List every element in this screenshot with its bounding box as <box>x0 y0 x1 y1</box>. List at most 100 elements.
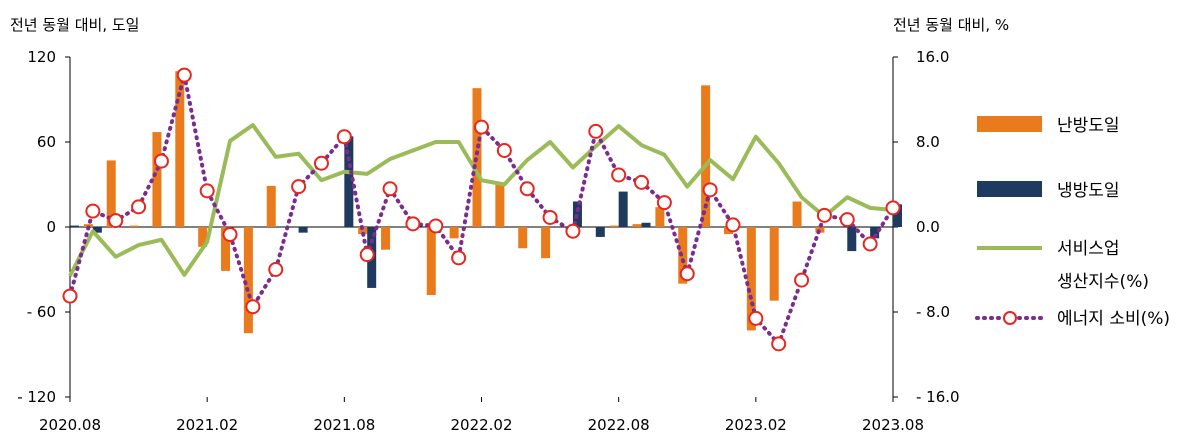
energy-point <box>771 336 787 352</box>
energy-point <box>222 226 238 242</box>
bar-cooling <box>870 227 880 239</box>
bar-cooling <box>641 222 651 227</box>
energy-point <box>313 155 329 171</box>
bar-heating <box>426 227 436 295</box>
line-markers <box>62 67 901 352</box>
bar-heating <box>175 71 185 228</box>
bar-cooling <box>70 225 79 227</box>
energy-point <box>382 181 398 197</box>
legend-label-cooling: 냉방도일 <box>1057 181 1120 201</box>
energy-point <box>816 207 832 223</box>
bar-cooling <box>92 227 102 233</box>
bar-heating <box>495 184 505 227</box>
bar-cooling <box>847 227 857 252</box>
bar-cooling <box>618 191 628 227</box>
legend-label-energy: 에너지 소비(%) <box>1057 309 1170 329</box>
energy-point <box>588 123 604 139</box>
energy-point <box>268 262 284 277</box>
bar-heating <box>769 227 779 301</box>
energy-point <box>62 288 78 304</box>
energy-point <box>153 153 169 169</box>
x-tick-label: 2022.02 <box>450 416 512 434</box>
y-right-tick-label: 0.0 <box>916 218 940 236</box>
bar-cooling <box>595 227 605 237</box>
bar-heating <box>106 160 116 227</box>
bar-heating <box>701 85 711 227</box>
energy-point <box>565 223 581 239</box>
energy-point <box>85 203 101 219</box>
bar-heating <box>609 225 619 227</box>
energy-point <box>496 143 512 158</box>
bar-heating <box>746 227 756 331</box>
bar-heating <box>655 207 665 227</box>
energy-point <box>131 199 147 215</box>
y-right-tick-label: 8.0 <box>916 133 940 151</box>
axes: 120 60 0 - 60 - 120 16.0 8.0 0.0 - 8.0 - 16.0 2020… <box>17 48 959 434</box>
x-tick-label: 2022.08 <box>588 416 650 434</box>
bar-heating <box>449 227 459 239</box>
bar-heating <box>518 227 528 249</box>
x-tick-label: 2023.02 <box>725 416 787 434</box>
energy-point <box>702 182 718 198</box>
energy-point <box>108 213 124 229</box>
y-right-axis-title: 전년 동월 대비, % <box>893 16 1009 34</box>
bar-heating <box>152 132 162 227</box>
legend-label-heating: 난방도일 <box>1057 116 1120 136</box>
legend-swatch-cooling <box>977 181 1042 197</box>
energy-point <box>336 129 352 145</box>
x-tick-label: 2021.08 <box>313 416 375 434</box>
energy-point <box>519 181 535 197</box>
bar-heating <box>198 227 208 247</box>
energy-point <box>862 236 878 252</box>
bar-cooling <box>344 136 354 227</box>
bar-heating <box>243 227 253 334</box>
y-right-tick-label: - 16.0 <box>916 388 960 406</box>
bar-cooling <box>298 227 308 233</box>
energy-point <box>199 183 215 199</box>
energy-point <box>474 119 489 135</box>
bar-heating <box>358 227 368 235</box>
legend-label-service: 서비스업 생산지수(%) <box>1057 239 1149 292</box>
energy-point <box>176 67 192 83</box>
legend-swatch-heating <box>977 116 1042 132</box>
energy-point <box>291 179 307 195</box>
service-production-line <box>68 123 894 277</box>
energy-point <box>656 195 672 211</box>
bar-cooling <box>893 204 902 227</box>
energy-point <box>885 200 901 216</box>
y-left-tick-label: 120 <box>27 48 56 66</box>
bar-heating <box>266 185 276 227</box>
energy-point <box>245 299 261 315</box>
energy-point <box>794 272 810 288</box>
bar-heating <box>472 88 482 228</box>
energy-point <box>405 216 421 232</box>
y-left-tick-label: 0 <box>46 218 56 236</box>
energy-point <box>359 247 375 263</box>
bar-heating <box>221 227 231 271</box>
y-right-tick-label: - 8.0 <box>916 303 950 321</box>
bar-heating <box>541 227 551 259</box>
energy-point <box>542 209 558 225</box>
energy-point <box>611 167 627 183</box>
y-right-tick-label: 16.0 <box>916 48 949 66</box>
x-tick-label: 2023.08 <box>862 416 924 434</box>
x-tick-label: 2021.02 <box>176 416 238 434</box>
energy-point <box>451 250 467 266</box>
bar-heating <box>381 227 391 250</box>
energy-point <box>748 310 764 326</box>
energy-point <box>428 218 444 234</box>
y-left-tick-label: 60 <box>37 133 56 151</box>
y-left-axis-title: 전년 동월 대비, 도일 <box>10 16 139 34</box>
bar-heating <box>129 225 139 227</box>
bar-series <box>70 71 902 334</box>
y-left-tick-label: - 60 <box>27 303 56 321</box>
energy-point <box>679 266 695 282</box>
y-left-tick-label: - 120 <box>17 388 56 406</box>
x-tick-label: 2020.08 <box>39 416 101 434</box>
legend: 난방도일 냉방도일 서비스업 생산지수(%) 에너지 소비(%) <box>975 116 1170 329</box>
bar-heating <box>792 201 802 227</box>
energy-point <box>634 174 650 190</box>
energy-point <box>725 217 741 233</box>
bar-heating <box>632 224 642 227</box>
